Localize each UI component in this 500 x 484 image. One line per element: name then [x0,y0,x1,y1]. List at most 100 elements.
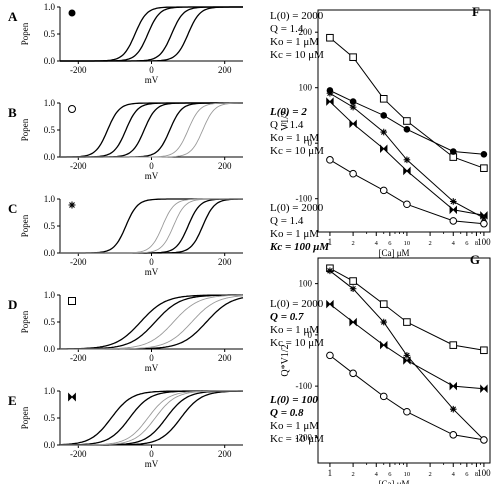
x-tick-label: -200 [70,257,87,267]
x-axis-label: mV [145,459,159,469]
data-point [379,95,388,103]
panel-symbol-shape [68,297,76,305]
data-point-shape [349,317,357,327]
data-point-shape [326,299,334,309]
data-point [480,346,488,355]
data-point-shape [349,53,357,61]
panel-b: B 0.0 0.5 1.0 -200 0 200 mV Popen L(0) = 2Q = 1.4… [8,98,324,181]
series-open-circle [326,351,488,444]
data-point-shape [449,205,457,215]
y-tick-label: -200 [296,432,313,442]
data-point [380,340,388,350]
data-point-shape [480,151,488,158]
x-tick-label: 2 [351,240,354,247]
data-point-shape [403,352,411,359]
x-tick-label: 0 [149,161,154,171]
y-tick-label: 0.0 [44,152,56,162]
gray-curve-1 [60,198,243,254]
data-point-shape [349,169,357,178]
popen-curve-0 [60,390,243,446]
y-tick-label: 0.0 [44,344,56,354]
panel-symbol-shape [68,392,76,402]
param-text: L(0) = 100 [269,394,318,406]
popen-curve-1 [60,390,243,446]
gray-curve-1 [60,102,243,158]
data-point [403,356,411,365]
x-tick-label: 6 [388,471,392,478]
x-tick-label: 4 [375,471,379,478]
series-line [329,159,484,225]
data-point-shape [480,219,488,228]
x-tick-label: 6 [388,240,392,247]
x-axis-label: mV [145,363,159,373]
data-point [326,97,334,106]
data-point-shape [326,33,334,42]
param-text: Kc = 10 μM [270,433,324,445]
data-point-shape [326,351,334,360]
x-tick-label: 200 [218,161,232,171]
data-point-shape [403,200,411,209]
data-point-shape [379,95,388,103]
x-tick-label: 2 [351,471,354,478]
x-tick-label: 1 [328,237,333,247]
y-axis-label: Popen [20,22,30,45]
param-text: L(0) = 2000 [270,10,324,22]
data-point [326,351,334,360]
data-point [379,300,388,308]
param-text: Q = 0.7 [270,311,304,323]
data-point-shape [349,369,357,378]
x-axis-label: [Ca] μM [378,248,409,258]
series-open-square [326,264,488,355]
param-text: L(0) = 2 [269,106,307,118]
x-tick-label: 8 [475,471,478,478]
data-point [403,352,411,359]
data-point-shape [449,431,458,439]
data-point [380,128,388,136]
data-point-shape [349,103,357,111]
data-point-shape [403,166,411,176]
x-tick-label: 200 [218,257,232,267]
data-point-shape [449,148,457,155]
data-point-shape [403,356,411,365]
param-text: L(0) = 2000 [270,202,324,214]
data-point [480,214,488,222]
y-tick-label: 100 [299,279,313,289]
data-point [326,156,334,164]
x-tick-label: 4 [452,471,456,478]
data-point [403,126,411,133]
data-point [326,33,334,42]
y-tick-label: 1.0 [44,2,56,12]
popen-curve-1 [60,198,243,254]
panel-symbol [68,201,76,209]
data-point [349,98,357,105]
panel-symbol [68,105,76,113]
y-tick-label: 0.5 [44,29,56,39]
panel-letter: E [8,393,17,408]
x-tick-label: 0 [149,353,154,363]
param-text: Ko = 1 μM [270,132,319,144]
data-point [403,200,411,209]
series-open-square [326,33,488,172]
data-point-shape [480,436,488,444]
popen-curve-2 [60,390,243,446]
x-tick-label: 2 [428,471,431,478]
x-tick-label: -200 [70,449,87,459]
data-point [480,219,488,228]
panel-letter: C [8,201,17,216]
data-point [449,341,458,349]
y-axis-label: V1/2 [280,111,291,131]
param-text: Ko = 1 μM [270,324,319,336]
data-point [349,277,357,285]
x-tick-label: 10 [404,471,411,478]
x-tick-label: 200 [218,65,232,75]
data-point-shape [326,89,334,97]
data-point [403,156,411,164]
series-line [329,267,484,351]
data-point [380,112,388,119]
plot-frame [317,9,491,233]
y-tick-label: 0.5 [44,413,56,423]
x-tick-label: 6 [465,240,469,247]
